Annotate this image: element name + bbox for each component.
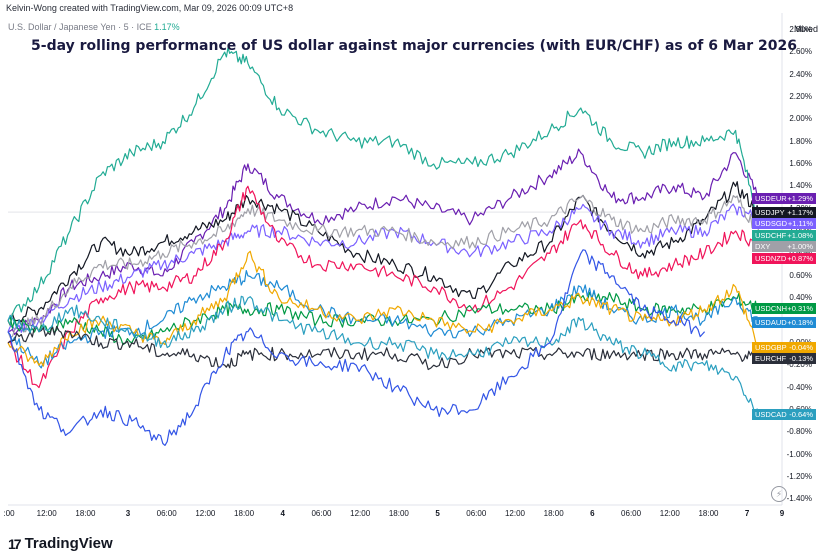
series-badge-name: USDCHF (755, 230, 787, 240)
symbol-info[interactable]: U.S. Dollar / Japanese Yen · 5 · ICE 1.1… (8, 22, 180, 32)
x-tick-label: 06:00 (156, 509, 177, 518)
x-tick-label: 18:00 (234, 509, 255, 518)
tradingview-mark-icon: 17 (8, 535, 22, 552)
x-tick-label: 5 (435, 509, 440, 518)
series-badge-name: USDNZD (755, 253, 787, 263)
series-badge-name: USDAUD (755, 318, 787, 328)
x-tick-label: 6 (590, 509, 595, 518)
series-badge-dxy: DXY +1.00% (752, 241, 816, 253)
y-tick-label: -0.20% (786, 360, 812, 370)
x-tick-label: 4 (280, 509, 285, 518)
y-tick-label: 1.60% (789, 158, 812, 168)
series-badge-usdcad: USDCAD -0.64% (752, 408, 816, 420)
x-tick-label: 12:00 (659, 509, 680, 518)
y-tick-label: 1.80% (789, 136, 812, 146)
series-line-dxy (7, 195, 760, 338)
series-badge-value: -0.64% (789, 409, 813, 419)
series-line-usdeur (7, 148, 760, 335)
tradingview-wordmark: TradingView (24, 535, 113, 552)
series-badge-value: +1.11% (787, 219, 813, 229)
series-badge-name: USDEUR (755, 194, 787, 204)
x-tick-label: 9 (779, 509, 785, 518)
y-tick-label: -1.20% (786, 472, 812, 482)
x-tick-label: 12:00 (350, 509, 371, 518)
series-line-usdsgd (7, 203, 759, 333)
y-tick-label: -1.00% (786, 449, 812, 459)
y-tick-label: -1.40% (786, 494, 812, 504)
series-badge-name: EURCHF (755, 354, 787, 364)
x-tick-label: 06:00 (311, 509, 332, 518)
x-tick-label: 12:00 (504, 509, 525, 518)
chart-title: 5-day rolling performance of US dollar a… (31, 38, 797, 54)
series-line-usdcnh (7, 291, 760, 346)
symbol-name: U.S. Dollar / Japanese Yen · 5 · ICE (8, 22, 152, 32)
series-badge-name: USDCAD (755, 409, 787, 419)
series-badge-name: DXY (755, 242, 771, 252)
symbol-change: 1.17% (154, 22, 180, 32)
y-tick-label: 0.60% (789, 270, 812, 280)
x-tick-label: 18:00 (543, 509, 564, 518)
series-badge-value: -0.13% (789, 354, 813, 364)
series-line-usdnzd (7, 185, 760, 389)
creator-note: Kelvin-Wong created with TradingView.com… (6, 3, 294, 13)
y-tick-label: 2.40% (789, 69, 812, 79)
series-line-usdjpy (7, 181, 760, 326)
series-badge-usdaud: USDAUD +0.18% (752, 317, 816, 329)
y-tick-label: 1.40% (789, 181, 812, 191)
x-tick-label: 18:00 (388, 509, 409, 518)
series-badge-usdnzd: USDNZD +0.87% (752, 252, 816, 264)
series-badge-usdsgd: USDSGD +1.11% (752, 218, 816, 230)
series-badge-usdcnh: USDCNH +0.31% (752, 302, 816, 314)
series-badge-value: +1.29% (787, 194, 813, 204)
x-tick-label: 12:00 (195, 509, 216, 518)
series-badge-usdchf: USDCHF +1.08% (752, 229, 816, 241)
y-tick-label: -0.80% (786, 427, 812, 437)
series-badge-usdgbp: USDGBP -0.04% (752, 341, 816, 353)
series-line-usdchf (7, 47, 760, 326)
x-tick-label: 18:00 (75, 509, 96, 518)
lightning-icon[interactable]: ⚡ (771, 486, 787, 502)
scale-mode-label[interactable]: Mixed (793, 24, 818, 34)
series-badge-value: +0.31% (787, 303, 813, 313)
series-badge-value: +1.00% (787, 242, 813, 252)
series-line-usdcad (7, 295, 760, 415)
series-badge-name: USDGBP (755, 342, 787, 352)
x-tick-label: 12:00 (36, 509, 57, 518)
series-badge-value: +0.18% (787, 318, 813, 328)
x-tick-label: :00 (3, 509, 15, 518)
y-tick-label: 0.40% (789, 293, 812, 303)
series-badge-name: USDCNH (755, 303, 788, 313)
series-badge-usdjpy: USDJPY +1.17% (752, 206, 816, 218)
series-line-usdgbp (7, 250, 760, 367)
series-badge-eurchf: EURCHF -0.13% (752, 353, 816, 365)
x-tick-label: 18:00 (698, 509, 719, 518)
x-tick-label: 3 (125, 509, 131, 518)
y-tick-label: 2.60% (789, 47, 812, 57)
x-tick-label: 06:00 (466, 509, 487, 518)
series-line-eurchf (7, 325, 760, 371)
series-badge-usdeur: USDEUR +1.29% (752, 193, 816, 205)
x-tick-label: 7 (744, 509, 750, 518)
series-line-usdmxn-blue (7, 249, 706, 446)
series-badge-value: +1.17% (787, 207, 813, 217)
series-badge-value: -0.04% (789, 342, 813, 352)
series-badge-value: +1.08% (787, 230, 813, 240)
y-tick-label: 2.00% (789, 114, 812, 124)
series-badge-name: USDJPY (755, 207, 785, 217)
y-tick-label: 2.80% (789, 24, 812, 34)
series-badge-value: +0.87% (787, 253, 813, 263)
x-tick-label: 06:00 (621, 509, 642, 518)
y-tick-label: 2.20% (789, 91, 812, 101)
tradingview-logo: 17 TradingView (8, 535, 113, 552)
y-tick-label: -0.40% (786, 382, 812, 392)
series-badge-name: USDSGD (755, 219, 788, 229)
